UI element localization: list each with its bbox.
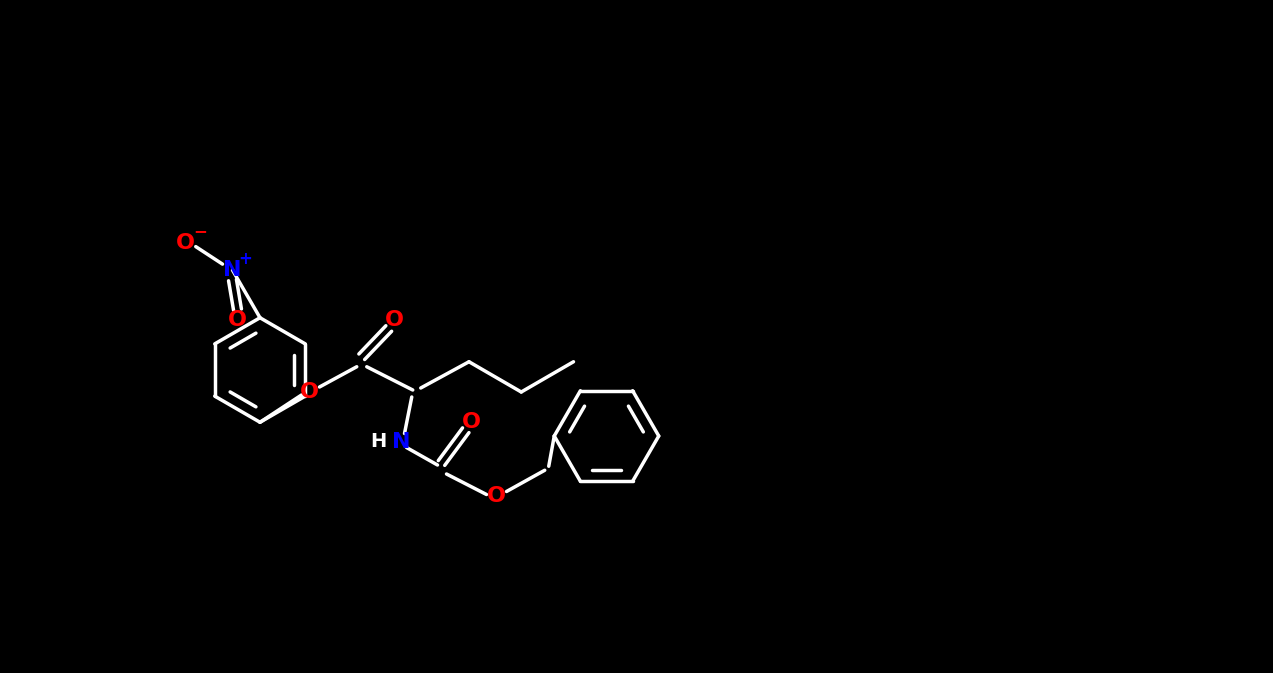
Text: −: − bbox=[192, 221, 206, 240]
Text: O: O bbox=[228, 310, 247, 330]
Text: O: O bbox=[300, 382, 320, 402]
Text: N: N bbox=[392, 431, 411, 452]
Text: O: O bbox=[488, 487, 505, 507]
Text: +: + bbox=[238, 250, 252, 268]
Text: O: O bbox=[386, 310, 405, 330]
Text: H: H bbox=[370, 432, 387, 451]
Text: O: O bbox=[462, 413, 481, 432]
Text: N: N bbox=[223, 260, 242, 280]
Text: O: O bbox=[176, 233, 195, 252]
